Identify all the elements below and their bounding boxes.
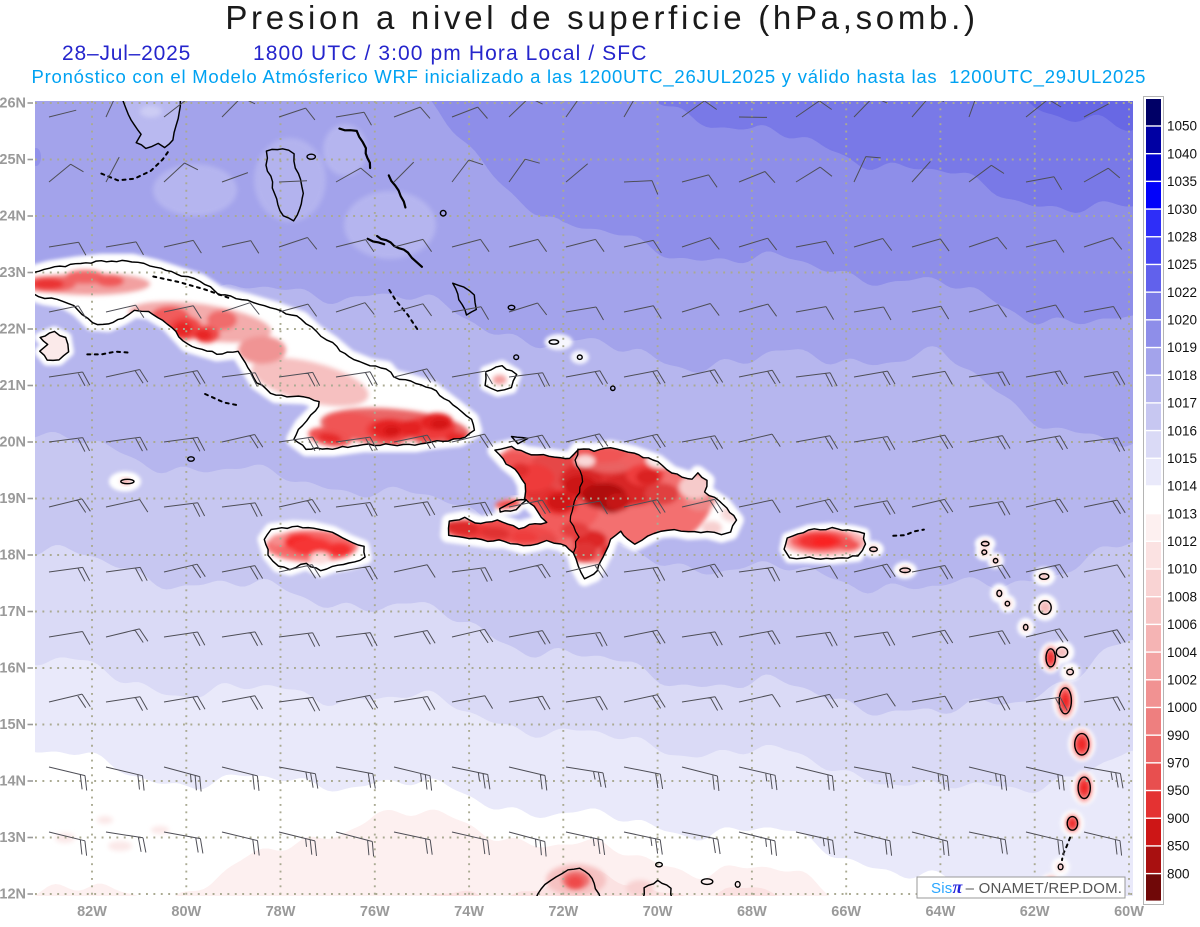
svg-text:74W: 74W	[454, 904, 484, 920]
svg-text:1022: 1022	[1167, 285, 1197, 300]
svg-text:Pronóstico con el Modelo Atmós: Pronóstico con el Modelo Atmósferico WRF…	[32, 66, 1147, 88]
svg-text:15N: 15N	[0, 717, 26, 733]
svg-text:19N: 19N	[0, 491, 26, 507]
svg-text:68W: 68W	[737, 904, 767, 920]
svg-text:22N: 22N	[0, 322, 26, 338]
svg-text:1010: 1010	[1167, 562, 1197, 577]
svg-text:990: 990	[1167, 728, 1190, 743]
svg-text:1035: 1035	[1167, 174, 1197, 189]
svg-text:1000: 1000	[1167, 700, 1197, 715]
svg-text:1040: 1040	[1167, 146, 1197, 161]
svg-text:1013: 1013	[1167, 506, 1197, 521]
svg-text:13N: 13N	[0, 830, 26, 846]
svg-text:800: 800	[1167, 866, 1190, 881]
svg-text:1015: 1015	[1167, 451, 1197, 466]
svg-text:60W: 60W	[1114, 904, 1144, 920]
svg-text:1012: 1012	[1167, 534, 1197, 549]
svg-text:Presion a nivel de superficie: Presion a nivel de superficie (hPa,somb.…	[225, 0, 978, 36]
svg-text:24N: 24N	[0, 209, 26, 225]
svg-text:850: 850	[1167, 839, 1190, 854]
svg-text:1016: 1016	[1167, 423, 1197, 438]
svg-text:28–Jul–2025: 28–Jul–2025	[62, 42, 191, 65]
svg-text:1008: 1008	[1167, 589, 1197, 604]
svg-text:970: 970	[1167, 756, 1190, 771]
svg-text:76W: 76W	[360, 904, 390, 920]
svg-text:16N: 16N	[0, 661, 26, 677]
svg-text:14N: 14N	[0, 774, 26, 790]
svg-text:18N: 18N	[0, 548, 26, 564]
svg-text:1017: 1017	[1167, 396, 1197, 411]
svg-text:25N: 25N	[0, 152, 26, 168]
svg-text:1800 UTC / 3:00 pm Hora Local: 1800 UTC / 3:00 pm Hora Local / SFC	[253, 42, 648, 65]
svg-text:20N: 20N	[0, 435, 26, 451]
svg-text:1019: 1019	[1167, 340, 1197, 355]
svg-text:1018: 1018	[1167, 368, 1197, 383]
svg-text:1025: 1025	[1167, 257, 1197, 272]
svg-text:82W: 82W	[77, 904, 107, 920]
svg-text:66W: 66W	[831, 904, 861, 920]
svg-text:70W: 70W	[643, 904, 673, 920]
svg-text:1006: 1006	[1167, 617, 1197, 632]
svg-text:80W: 80W	[171, 904, 201, 920]
svg-text:1030: 1030	[1167, 202, 1197, 217]
svg-text:1020: 1020	[1167, 313, 1197, 328]
svg-text:950: 950	[1167, 783, 1190, 798]
svg-text:1004: 1004	[1167, 645, 1198, 660]
svg-text:26N: 26N	[0, 96, 26, 112]
svg-text:21N: 21N	[0, 378, 26, 394]
svg-text:12N: 12N	[0, 887, 26, 903]
svg-text:64W: 64W	[925, 904, 955, 920]
svg-text:900: 900	[1167, 811, 1190, 826]
svg-text:1050: 1050	[1167, 119, 1197, 134]
svg-text:72W: 72W	[548, 904, 578, 920]
svg-text:1028: 1028	[1167, 229, 1197, 244]
svg-text:62W: 62W	[1020, 904, 1050, 920]
svg-text:17N: 17N	[0, 604, 26, 620]
svg-text:23N: 23N	[0, 265, 26, 281]
svg-text:1002: 1002	[1167, 673, 1197, 688]
svg-text:Sisπ – ONAMET/REP.DOM.: Sisπ – ONAMET/REP.DOM.	[931, 877, 1122, 897]
svg-text:1014: 1014	[1167, 479, 1198, 494]
svg-text:78W: 78W	[266, 904, 296, 920]
